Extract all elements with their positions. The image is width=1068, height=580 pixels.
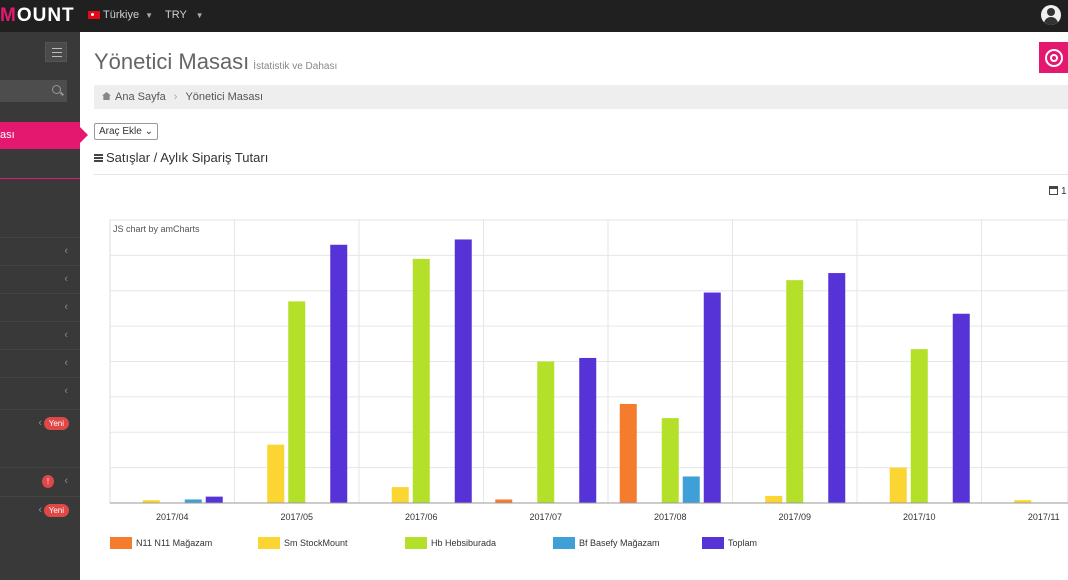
breadcrumb-current: Yönetici Masası <box>185 91 264 103</box>
alert-badge: ! <box>42 475 54 488</box>
breadcrumb: Ana Sayfa › Yönetici Masası <box>94 85 1068 109</box>
bar <box>412 258 430 503</box>
chevron-down-icon: ⌄ <box>144 126 153 137</box>
chevron-left-icon: ‹ <box>38 417 42 429</box>
bar <box>828 273 846 503</box>
sidebar-search-input[interactable] <box>0 80 67 102</box>
legend-label: Toplam <box>728 538 757 548</box>
language-label: Türkiye <box>103 9 140 21</box>
chevron-left-icon: ‹ <box>64 357 68 369</box>
add-tool-button[interactable]: Araç Ekle ⌄ <box>94 123 158 140</box>
legend-label: Sm StockMount <box>284 538 348 548</box>
currency-label: TRY <box>165 9 187 21</box>
sidebar-item[interactable]: ‹ <box>0 237 80 265</box>
x-tick-label: 2017/05 <box>280 512 313 522</box>
bar <box>619 403 637 503</box>
bar <box>454 239 472 504</box>
home-icon <box>102 92 111 100</box>
section-title: Satışlar / Aylık Sipariş Tutarı <box>94 150 268 165</box>
sidebar-item[interactable]: ‹ <box>0 293 80 321</box>
bar <box>786 280 804 503</box>
legend-label: Bf Basefy Mağazam <box>579 538 660 548</box>
bar <box>184 499 202 503</box>
legend-label: Hb Hebsiburada <box>431 538 496 548</box>
legend-swatch <box>258 537 280 549</box>
chevron-left-icon: ‹ <box>64 329 68 341</box>
chevron-left-icon: ‹ <box>64 245 68 257</box>
chevron-left-icon: ‹ <box>64 385 68 397</box>
bar <box>952 313 970 503</box>
calendar-icon <box>1049 186 1058 195</box>
sidebar-item[interactable]: ‹ <box>0 321 80 349</box>
bar <box>267 444 285 503</box>
date-range-picker[interactable]: 1 <box>1049 186 1067 197</box>
legend-swatch <box>702 537 724 549</box>
bar <box>537 361 555 503</box>
bar <box>661 418 679 503</box>
x-tick-label: 2017/08 <box>654 512 687 522</box>
page-subtitle: İstatistik ve Dahası <box>253 61 338 72</box>
bar <box>1014 500 1032 503</box>
x-tick-label: 2017/07 <box>529 512 562 522</box>
page-title: Yönetici Masası İstatistik ve Dahası <box>94 49 338 74</box>
sidebar-item[interactable]: ‹ <box>0 377 80 405</box>
bar <box>765 495 783 503</box>
chevron-left-icon: ‹ <box>64 475 68 487</box>
bar <box>205 496 223 503</box>
chart-credit: JS chart by amCharts <box>113 224 200 234</box>
bar <box>142 500 160 503</box>
chevron-right-icon: › <box>173 91 178 103</box>
sidebar-item[interactable]: ‹ Yeni <box>0 496 80 524</box>
search-icon <box>52 85 61 94</box>
x-tick-label: 2017/11 <box>1028 512 1060 522</box>
legend-swatch <box>553 537 575 549</box>
chevron-left-icon: ‹ <box>64 301 68 313</box>
bar <box>579 357 597 503</box>
sidebar-toggle-button[interactable] <box>45 42 67 62</box>
sidebar-item[interactable]: ‹ <box>0 349 80 377</box>
bar <box>288 301 306 503</box>
bar <box>495 499 513 503</box>
sidebar-item-dashboard[interactable]: ası <box>0 122 88 149</box>
legend-label: N11 N11 Mağazam <box>136 538 212 548</box>
bar <box>330 244 348 503</box>
chevron-left-icon: ‹ <box>64 273 68 285</box>
chevron-down-icon: ▼ <box>145 10 153 20</box>
x-tick-label: 2017/09 <box>778 512 811 522</box>
bar <box>910 349 928 503</box>
new-badge: Yeni <box>43 417 69 430</box>
top-navbar: MOUNT Türkiye ▼ TRY ▼ <box>0 0 1068 32</box>
chevron-down-icon: ▼ <box>195 11 204 20</box>
currency-selector[interactable]: TRY ▼ <box>165 9 204 21</box>
legend-swatch <box>405 537 427 549</box>
chevron-left-icon: ‹ <box>38 504 42 516</box>
sidebar-item-label: ası <box>0 129 15 141</box>
brand-logo[interactable]: MOUNT <box>0 5 75 26</box>
bar <box>889 467 907 503</box>
divider <box>94 174 1068 175</box>
language-selector[interactable]: Türkiye ▼ <box>88 9 153 21</box>
list-icon <box>94 154 103 162</box>
breadcrumb-home[interactable]: Ana Sayfa <box>115 91 166 103</box>
sidebar-item[interactable]: ‹ <box>0 265 80 293</box>
sidebar-item[interactable]: ! ‹ <box>0 467 80 495</box>
sidebar-item[interactable]: ‹ Yeni <box>0 409 80 437</box>
new-badge: Yeni <box>43 504 69 517</box>
x-tick-label: 2017/10 <box>903 512 936 522</box>
support-icon[interactable] <box>1039 42 1068 73</box>
x-tick-label: 2017/04 <box>156 512 189 522</box>
turkey-flag-icon <box>88 11 100 19</box>
x-tick-label: 2017/06 <box>405 512 438 522</box>
bar <box>703 292 721 503</box>
bar <box>391 487 409 503</box>
divider <box>0 178 80 179</box>
legend-swatch <box>110 537 132 549</box>
bar <box>682 476 700 503</box>
user-avatar[interactable] <box>1041 5 1061 25</box>
sidebar: ası ‹ ‹ ‹ ‹ ‹ ‹ ‹ Yeni ! ‹ ‹ Yeni <box>0 32 88 580</box>
